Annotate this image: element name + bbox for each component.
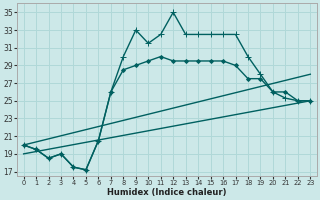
X-axis label: Humidex (Indice chaleur): Humidex (Indice chaleur) [107, 188, 227, 197]
